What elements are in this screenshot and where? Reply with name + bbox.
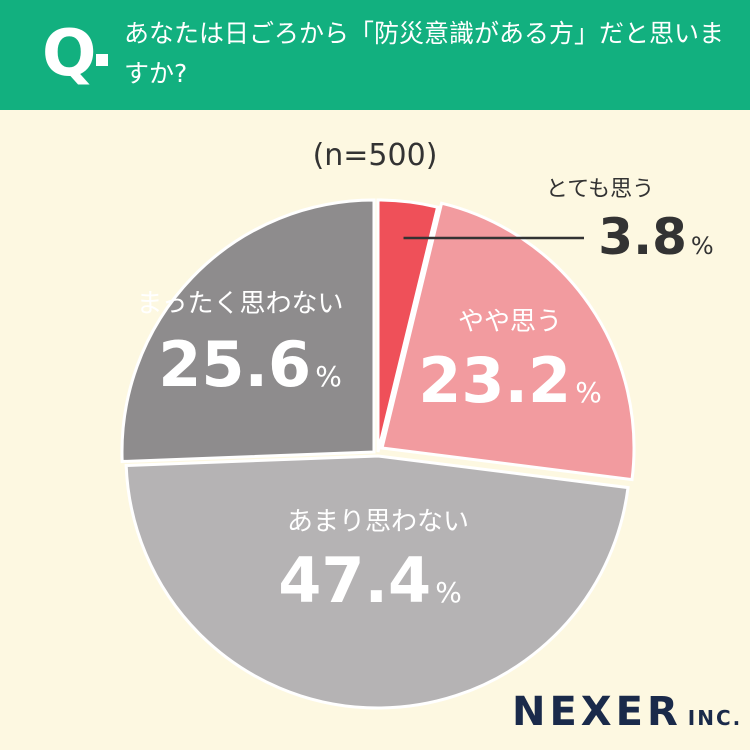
- q-mark: Q: [42, 17, 97, 91]
- slice-value-mattaku-omowanai: 25.6%: [158, 328, 342, 401]
- logo-name: NEXER: [512, 689, 682, 735]
- slice-label-yaya-omou: やや思う: [458, 307, 562, 337]
- question-text: あなたは日ごろから「防災意識がある方」だと思いますか?: [124, 19, 725, 88]
- sample-size: (n=500): [312, 138, 438, 173]
- pie-slice-amari-omowanai: [124, 454, 630, 710]
- question-header: Q あなたは日ごろから「防災意識がある方」だと思いますか?: [0, 0, 750, 110]
- slice-label-mattaku-omowanai: まったく思わない: [137, 289, 344, 319]
- slice-label-amari-omowanai: あまり思わない: [287, 507, 469, 537]
- nexer-logo: NEXER INC.: [512, 690, 742, 740]
- logo-suffix: INC.: [687, 706, 743, 730]
- q-dot: [96, 54, 108, 66]
- slice-value-totemo-omou: 3.8%: [598, 208, 713, 266]
- pie-slice-yaya-omou: [380, 201, 636, 482]
- slice-value-amari-omowanai: 47.4%: [278, 544, 462, 617]
- slice-label-totemo-omou: とても思う: [546, 177, 654, 202]
- pie-slice-mattaku-omowanai: [120, 198, 376, 464]
- slice-value-yaya-omou: 23.2%: [418, 344, 602, 417]
- pie-slice-totemo-omou: [376, 198, 440, 453]
